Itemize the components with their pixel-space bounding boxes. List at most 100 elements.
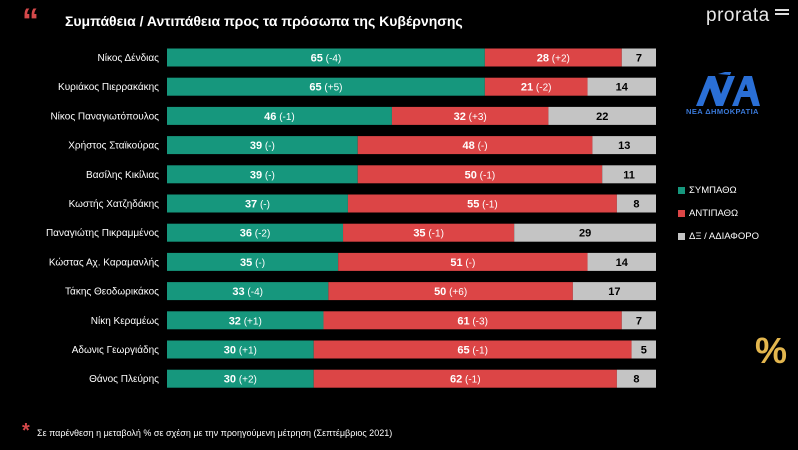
bar-segment [167, 48, 485, 67]
bar-segment [313, 369, 617, 388]
data-label: 7 [636, 315, 642, 327]
brand-mark-icon [775, 9, 789, 20]
bar-segment [167, 311, 324, 330]
data-label: 22 [596, 111, 608, 123]
bar-segment [167, 252, 339, 271]
bar-segment [357, 136, 593, 155]
data-label: 50 (+6) [434, 286, 467, 298]
bar-segment [572, 282, 656, 301]
bar-segment [484, 77, 588, 96]
category-label: Νίκος Δένδιας [98, 52, 160, 64]
category-label: Βασίλης Κικίλιας [86, 169, 159, 181]
data-label: 29 [579, 228, 591, 240]
data-label: 32 (+1) [229, 315, 262, 327]
bar-segment [616, 369, 656, 388]
data-label: 39 (-) [250, 169, 275, 181]
category-label: Αδωνις Γεωργιάδης [72, 344, 159, 356]
legend-label: ΑΝΤΙΠΑΘΩ [689, 208, 739, 219]
category-label: Νίκη Κεραμέως [91, 315, 159, 327]
quote-mark-icon: “ [22, 2, 39, 40]
bar-segment [328, 282, 573, 301]
bar-segment [167, 282, 329, 301]
legend-item-antipatho: ΑΝΤΙΠΑΘΩ [678, 208, 738, 219]
category-label: Θάνος Πλεύρης [89, 373, 159, 385]
data-label: 35 (-) [240, 257, 265, 269]
bar-segment [602, 165, 656, 184]
bar-segment [631, 340, 656, 359]
bar-segment [391, 106, 549, 125]
bar-segment [587, 252, 656, 271]
data-label: 7 [636, 53, 642, 65]
data-label: 36 (-2) [240, 228, 271, 240]
category-label: Παναγιώτης Πικραμμένος [46, 227, 159, 239]
data-label: 17 [608, 286, 620, 298]
data-label: 50 (-1) [465, 169, 496, 181]
legend-swatch [678, 210, 685, 217]
data-label: 28 (+2) [537, 53, 570, 65]
chart-title: Συμπάθεια / Αντιπάθεια προς τα πρόσωπα τ… [65, 13, 463, 29]
data-label: 21 (-2) [521, 82, 552, 94]
data-label: 32 (+3) [454, 111, 487, 123]
bar-segment [621, 48, 656, 67]
bar-segment [167, 340, 314, 359]
bar-segment [323, 311, 622, 330]
data-label: 48 (-) [463, 140, 488, 152]
brand-logo: prorata [706, 5, 770, 26]
bar-segment [167, 165, 358, 184]
category-label: Νίκος Παναγιωτόπουλος [50, 110, 159, 122]
legend-item-de: ΔΞ / ΑΔΙΑΦΟΡΟ [678, 231, 759, 242]
data-label: 46 (-1) [264, 111, 295, 123]
legend-label: ΣΥΜΠΑΘΩ [689, 185, 737, 196]
bar-segment [167, 369, 314, 388]
data-label: 35 (-1) [413, 228, 444, 240]
data-label: 39 (-) [250, 140, 275, 152]
legend-label: ΔΞ / ΑΔΙΑΦΟΡΟ [689, 231, 759, 242]
data-label: 37 (-) [245, 199, 270, 211]
category-label: Χρήστος Σταϊκούρας [68, 140, 159, 152]
category-label: Κυριάκος Πιερρακάκης [58, 81, 159, 93]
bar-segment [338, 252, 588, 271]
category-label: Κωστής Χατζηδάκης [69, 198, 160, 210]
data-label: 62 (-1) [450, 374, 481, 386]
percent-icon: % [755, 330, 788, 371]
bar-segment [167, 136, 358, 155]
legend-item-sympatho: ΣΥΜΠΑΘΩ [678, 185, 737, 196]
bar-segment [548, 106, 656, 125]
footnote: Σε παρένθεση η μεταβολή % σε σχέση με τη… [37, 428, 393, 438]
data-label: 55 (-1) [467, 199, 498, 211]
bar-segment [587, 77, 656, 96]
bar-segment [514, 223, 656, 242]
data-label: 51 (-) [450, 257, 475, 269]
bar-segment [167, 194, 348, 213]
data-label: 65 (-4) [311, 53, 342, 65]
data-label: 65 (-1) [457, 345, 488, 357]
bar-segment [616, 194, 656, 213]
data-label: 11 [623, 169, 635, 181]
bar-segment [167, 223, 344, 242]
data-label: 30 (+2) [224, 374, 257, 386]
data-label: 14 [616, 82, 629, 94]
bar-segment [484, 48, 622, 67]
bar-segment [167, 77, 485, 96]
data-label: 5 [641, 345, 647, 357]
bar-segment [357, 165, 603, 184]
bar-segment [343, 223, 515, 242]
asterisk-icon: * [22, 420, 30, 442]
category-label: Τάκης Θεοδωρικάκος [65, 286, 159, 298]
legend-swatch [678, 233, 685, 240]
data-label: 13 [618, 140, 630, 152]
bar-segment [621, 311, 656, 330]
data-label: 8 [633, 199, 639, 211]
legend-swatch [678, 187, 685, 194]
data-label: 8 [633, 374, 639, 386]
data-label: 33 (-4) [232, 286, 263, 298]
bar-segment [347, 194, 617, 213]
bar-segment [313, 340, 632, 359]
data-label: 65 (+5) [309, 82, 342, 94]
logo-text: ΝΕΑ ΔΗΜΟΚΡΑΤΙΑ [686, 107, 759, 116]
party-logo [696, 72, 760, 106]
bar-segment [592, 136, 656, 155]
data-label: 14 [616, 257, 629, 269]
data-label: 30 (+1) [224, 345, 257, 357]
